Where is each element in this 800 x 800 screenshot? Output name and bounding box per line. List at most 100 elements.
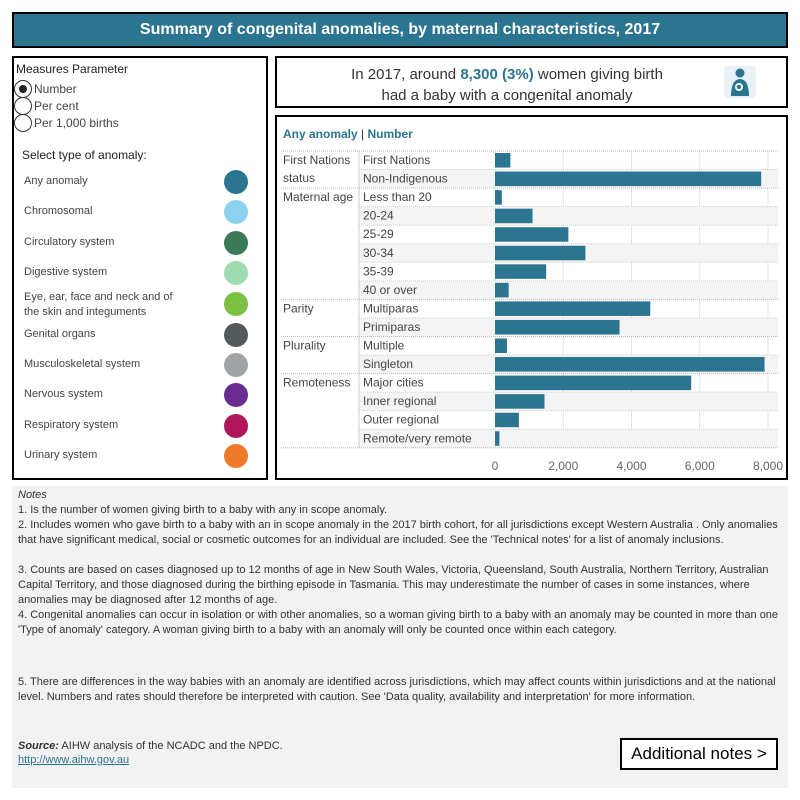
summary-prefix: In 2017, around <box>351 66 457 83</box>
anomaly-option-label: Digestive system <box>24 266 108 278</box>
anomaly-option-label: Eye, ear, face and neck and of the skin … <box>24 291 173 318</box>
row-band <box>359 206 778 226</box>
category-label: Less than 20 <box>363 190 432 204</box>
row-band <box>359 392 778 411</box>
measure-option[interactable]: Number <box>14 80 77 98</box>
anomaly-color-swatch[interactable] <box>224 200 248 224</box>
measure-option-label: Number <box>34 82 77 96</box>
anomaly-color-swatch[interactable] <box>224 261 248 285</box>
note-2: 2. Includes women who gave birth to a ba… <box>18 519 778 546</box>
bar <box>495 264 547 279</box>
radio-button[interactable] <box>14 97 32 115</box>
notes-title: Notes <box>18 489 47 501</box>
anomaly-color-swatch[interactable] <box>224 292 248 316</box>
radio-button[interactable] <box>14 114 32 132</box>
x-tick-label: 2,000 <box>548 459 578 473</box>
bar <box>495 301 651 316</box>
category-label: Multiparas <box>363 301 418 315</box>
category-label: Multiple <box>363 339 405 353</box>
anomaly-option-label: Urinary system <box>24 449 98 461</box>
anomaly-color-swatch[interactable] <box>224 323 248 347</box>
bar-chart: First Nations Non-Indigenous First Nations… <box>281 150 783 473</box>
bar <box>495 190 502 205</box>
group-label: Remoteness <box>283 376 350 390</box>
note-4: 4. Congenital anomalies can occur in iso… <box>18 609 779 636</box>
bar <box>495 412 519 428</box>
bar <box>495 394 545 409</box>
x-tick-label: 4,000 <box>616 459 646 473</box>
x-tick-label: 6,000 <box>685 459 715 473</box>
aihw-link[interactable]: http://www.aihw.gov.au <box>18 754 130 766</box>
category-label: Non-Indigenous <box>363 172 448 186</box>
category-label: 30-34 <box>363 246 394 260</box>
additional-notes-button[interactable]: Additional notes > <box>620 738 778 770</box>
row-band <box>359 429 778 448</box>
note-5: 5. There are differences in the way babi… <box>18 676 776 703</box>
chart-heading: Any anomaly | Number <box>283 127 413 141</box>
radio-button[interactable] <box>14 80 32 98</box>
bar <box>495 208 533 224</box>
page-title: Summary of congenital anomalies, by mate… <box>12 12 788 48</box>
chart-heading-anomaly: Any anomaly <box>283 127 358 141</box>
mother-baby-icon <box>724 66 756 98</box>
filter-panel: Measures Parameter Number Per cent Per 1,0… <box>12 56 268 480</box>
anomaly-option-label: Chromosomal <box>24 205 93 217</box>
group-label: Maternal age <box>283 190 353 204</box>
measures-title: Measures Parameter <box>16 62 129 76</box>
group-label: Parity <box>283 301 314 315</box>
x-tick-label: 0 <box>492 459 499 473</box>
chart-heading-separator: | <box>361 127 365 141</box>
anomaly-select-title: Select type of anomaly: <box>22 148 147 162</box>
category-label: 20-24 <box>363 209 394 223</box>
measure-option-label: Per 1,000 births <box>34 116 119 130</box>
measure-option[interactable]: Per 1,000 births <box>14 114 119 132</box>
bar <box>495 282 509 298</box>
source: Source: AIHW analysis of the NCADC and t… <box>18 740 283 752</box>
x-tick-label: 8,000 <box>753 459 783 473</box>
category-label: Outer regional <box>363 413 439 427</box>
category-label: 40 or over <box>363 283 417 297</box>
anomaly-option-label: Nervous system <box>24 388 103 400</box>
measure-option-label: Per cent <box>34 99 79 113</box>
measure-option[interactable]: Per cent <box>14 97 79 115</box>
category-label: Major cities <box>363 376 424 390</box>
category-label: First Nations <box>363 153 430 167</box>
category-label: 35-39 <box>363 264 394 278</box>
anomaly-option-label: Any anomaly <box>24 175 88 187</box>
anomaly-color-swatch[interactable] <box>224 353 248 377</box>
chart-heading-measure: Number <box>367 127 413 141</box>
summary-suffix: women giving birth had a baby with a con… <box>381 66 663 104</box>
category-label: Inner regional <box>363 394 436 408</box>
anomaly-option-label: Musculoskeletal system <box>24 358 141 370</box>
category-label: Primiparas <box>363 320 420 334</box>
bar <box>495 319 620 335</box>
anomaly-color-swatch[interactable] <box>224 231 248 255</box>
category-label: 25-29 <box>363 227 394 241</box>
category-label: Remote/very remote <box>363 431 472 445</box>
anomaly-option-label: Genital organs <box>24 328 96 340</box>
group-label: First Nations status <box>283 153 350 185</box>
summary-highlight: 8,300 (3%) <box>460 66 534 83</box>
chart-panel: Any anomaly | Number First Nations Non-In… <box>275 115 788 480</box>
source-text: AIHW analysis of the NCADC and the NPDC. <box>61 740 283 752</box>
bar <box>495 227 569 242</box>
row-band <box>359 280 778 300</box>
note-1: 1. Is the number of women giving birth t… <box>18 504 388 516</box>
bar <box>495 338 507 354</box>
bar <box>495 431 500 446</box>
anomaly-option-label: Respiratory system <box>24 419 119 431</box>
category-label: Singleton <box>363 357 413 371</box>
source-label: Source: <box>18 740 59 752</box>
bar <box>495 375 692 391</box>
anomaly-option-label: Circulatory system <box>24 236 115 248</box>
bar <box>495 171 762 187</box>
anomaly-color-swatch[interactable] <box>224 170 248 194</box>
summary-box: In 2017, around 8,300 (3%) women giving … <box>275 56 788 108</box>
anomaly-color-swatch[interactable] <box>224 383 248 407</box>
notes-panel: Notes 1. Is the number of women giving b… <box>12 486 788 788</box>
anomaly-color-swatch[interactable] <box>224 414 248 438</box>
bar <box>495 245 586 261</box>
anomaly-color-swatch[interactable] <box>224 444 248 468</box>
bar <box>495 153 511 168</box>
note-3: 3. Counts are based on cases diagnosed u… <box>18 564 769 606</box>
